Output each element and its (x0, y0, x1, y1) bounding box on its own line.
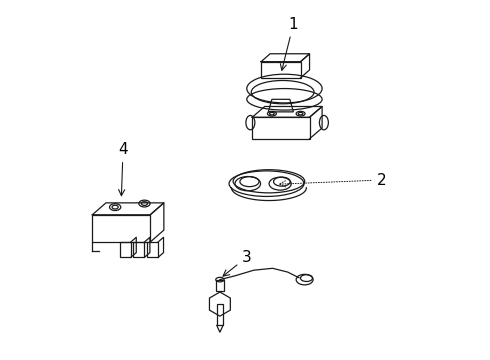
Text: 2: 2 (279, 172, 386, 188)
Bar (147, 242, 158, 257)
Bar (92, 215, 150, 242)
Text: 1: 1 (280, 17, 298, 70)
Bar (252, 117, 310, 139)
Bar (217, 304, 223, 325)
Text: 3: 3 (223, 249, 252, 276)
Bar (216, 280, 224, 291)
Bar (133, 242, 145, 257)
Text: 4: 4 (118, 142, 128, 196)
Bar (120, 242, 131, 257)
